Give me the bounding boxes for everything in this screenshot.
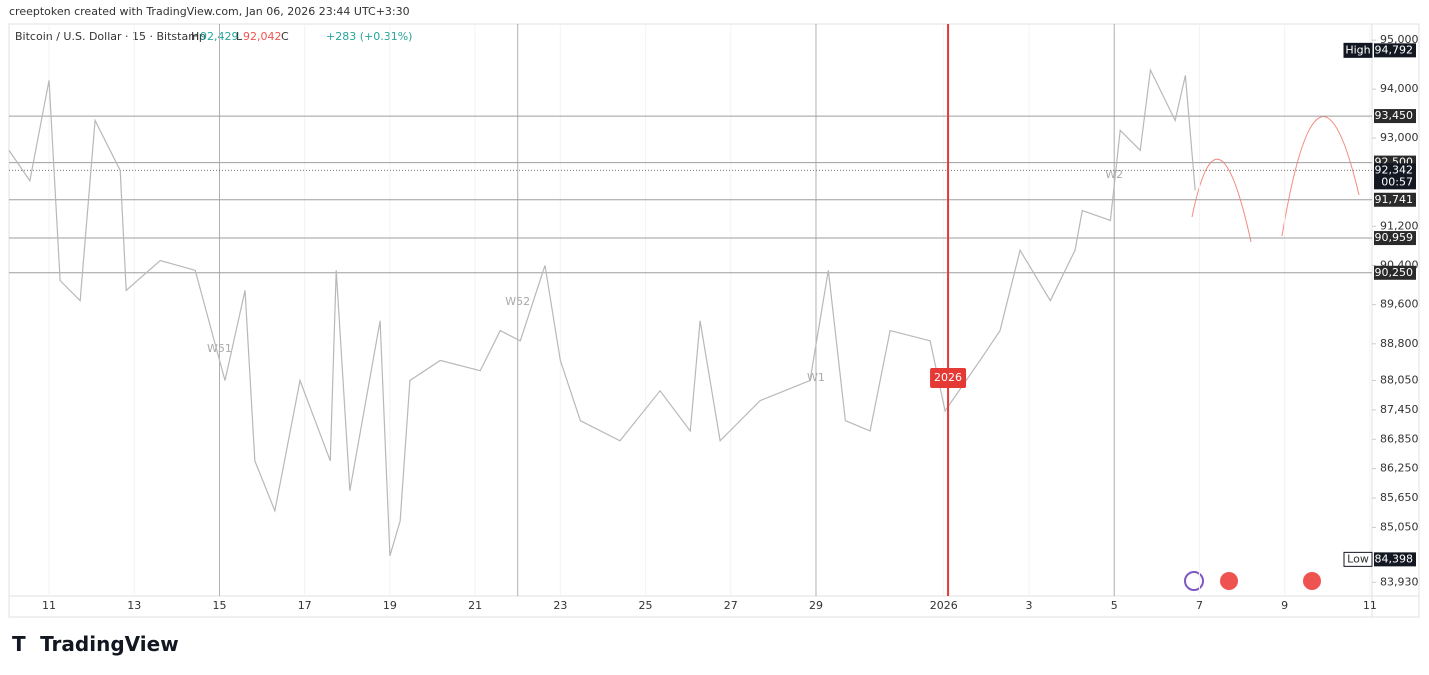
y-tick-label: 88,050 [1380, 374, 1419, 387]
x-tick-label: 23 [553, 599, 567, 612]
x-tick-label: 3 [1026, 599, 1033, 612]
forecast-arc [1281, 116, 1360, 237]
frame [8, 23, 1420, 618]
symbol: Bitcoin / U.S. Dollar · 15 · Bitstamp [15, 30, 206, 43]
x-tick-label: 19 [383, 599, 397, 612]
y-tick-label: 87,450 [1380, 403, 1419, 416]
y-tick-label: 88,800 [1380, 337, 1419, 350]
price-line [8, 67, 1196, 557]
y-tick-label: 95,000 [1380, 33, 1419, 46]
extreme-title: High [1345, 43, 1370, 56]
week-label: W51 [207, 342, 232, 355]
x-tick-label: 11 [42, 599, 56, 612]
l-label: L [236, 30, 243, 43]
price-label: 94,792 [1375, 43, 1414, 56]
y-tick-label: 94,000 [1380, 82, 1419, 95]
c-label: C [281, 30, 289, 43]
countdown: 00:57 [1381, 175, 1413, 188]
logo: T TradingView [12, 632, 179, 656]
y-tick-label: 85,050 [1380, 520, 1419, 533]
y-tick-label: 86,250 [1380, 462, 1419, 475]
h-label: H [191, 30, 199, 43]
price-label: 93,450 [1375, 109, 1414, 122]
y-tick-label: 89,600 [1380, 298, 1419, 311]
extreme-mark [1343, 42, 1373, 58]
year-label: 2026 [934, 371, 962, 384]
price-label: 92,342 [1375, 163, 1414, 176]
x-tick-label: 5 [1111, 599, 1118, 612]
event-icon[interactable] [1220, 572, 1238, 590]
low-value: 92,042 [243, 30, 282, 43]
x-tick-label: 11 [1363, 599, 1377, 612]
y-tick-label: 85,650 [1380, 491, 1419, 504]
year-label-box [930, 368, 967, 388]
x-tick-label: 13 [127, 599, 141, 612]
price-label: 91,741 [1375, 193, 1414, 206]
x-tick-label: 29 [809, 599, 823, 612]
price-label-box [1374, 552, 1416, 567]
week-label: W1 [807, 371, 825, 384]
x-tick-label: 17 [298, 599, 312, 612]
price-label-box [1374, 265, 1416, 280]
x-tick-label: 15 [212, 599, 226, 612]
y-tick-label: 93,000 [1380, 131, 1419, 144]
x-tick-label: 21 [468, 599, 482, 612]
y-tick-label: 83,930 [1380, 575, 1419, 588]
price-label-box [1374, 192, 1416, 207]
price-label: 90,959 [1375, 231, 1414, 244]
price-label-box [1374, 43, 1416, 58]
x-tick-label: 7 [1196, 599, 1203, 612]
x-tick-label: 2026 [930, 599, 958, 612]
change: +283 (+0.31%) [326, 30, 412, 43]
week-label: W2 [1105, 168, 1123, 181]
event-icon[interactable] [1303, 572, 1321, 590]
extreme-title: Low [1347, 552, 1369, 565]
x-tick-label: 25 [639, 599, 653, 612]
extreme-mark [1343, 551, 1373, 567]
price-label: 84,398 [1375, 552, 1414, 565]
price-label-box [1374, 109, 1416, 124]
logo-text: TradingView [40, 632, 179, 656]
price-label-box [1374, 163, 1416, 190]
header: creeptoken created with TradingView.com,… [9, 5, 410, 18]
forecast-arc [1191, 158, 1252, 243]
price-label-box [1374, 231, 1416, 246]
x-tick-label: 9 [1281, 599, 1288, 612]
y-tick-label: 91,200 [1380, 219, 1419, 232]
event-icon[interactable] [1184, 571, 1204, 591]
y-tick-label: 86,850 [1380, 432, 1419, 445]
x-tick-label: 27 [724, 599, 738, 612]
week-label: W52 [505, 295, 530, 308]
price-label: 90,250 [1375, 266, 1414, 279]
